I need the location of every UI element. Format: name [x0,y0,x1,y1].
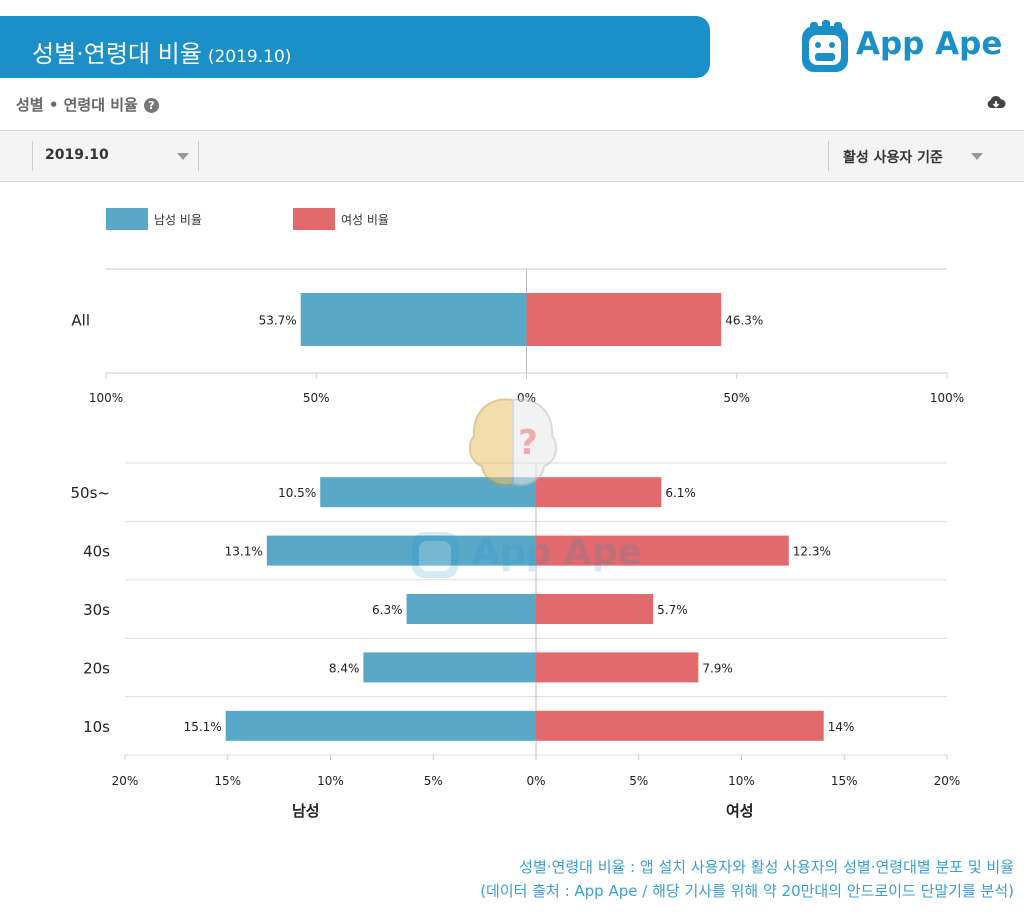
page-title-period: (2019.10) [207,47,292,67]
brain-question-watermark-icon: ? [458,392,568,502]
bar-male-30s [406,594,536,624]
cloud-download-icon[interactable] [986,94,1006,112]
ape-face-icon [802,20,848,72]
tick-label: 50% [303,391,330,405]
legend-female-label: 여성 비율 [341,213,389,227]
tick-label: 15% [214,774,241,788]
footnote-line-1: 성별·연령대 비율 : 앱 설치 사용자와 활성 사용자의 성별·연령대별 분포… [519,858,1014,876]
tick-label: 10% [728,774,755,788]
category-label: 10s [83,718,110,736]
tick-label: 100% [89,391,123,405]
watermark-text: App Ape [472,532,642,573]
page-title: 성별·연령대 비율 (2019.10) [32,34,291,69]
bar-male-40s [266,535,536,566]
filter-toolbar: 2019.10 활성 사용자 기준 [0,130,1024,182]
basis-select[interactable]: 활성 사용자 기준 [828,141,995,171]
chevron-down-icon [971,153,983,160]
title-banner: 성별·연령대 비율 (2019.10) [0,16,710,78]
bar-male-10s [225,710,536,741]
value-label-female: 5.7% [657,603,688,617]
bar-male-20s [363,652,536,683]
tick-label: 15% [831,774,858,788]
date-select-value: 2019.10 [45,147,109,163]
bar-female-10s [536,710,824,741]
value-label-female: 7.9% [702,661,733,675]
bar-male-All [300,293,527,346]
legend-female-swatch [293,208,335,230]
tick-label: 10% [317,774,344,788]
help-icon[interactable]: ? [143,98,159,113]
tick-label: 5% [424,774,443,788]
legend-male-swatch [106,208,148,230]
female-axis-label: 여성 [726,802,754,820]
value-label-male: 6.3% [372,603,403,617]
tick-label: 20% [112,774,139,788]
chart-all-gender: All 53.7% 46.3%100% 50% 0% 50% 100% [71,268,964,405]
category-label: 50s~ [71,484,110,502]
tick-label: 100% [930,391,964,405]
source-footnote: 성별·연령대 비율 : 앱 설치 사용자와 활성 사용자의 성별·연령대별 분포… [480,855,1014,903]
value-label-female: 12.3% [793,545,831,559]
legend-male-label: 남성 비율 [154,213,202,227]
value-label-male: 10.5% [278,486,316,500]
category-label: 30s [83,601,110,619]
brand-name: App Ape [856,26,1003,62]
bar-female-50s~ [536,477,662,508]
value-label-female: 14% [828,720,855,734]
app-ape-watermark: App Ape [410,520,642,590]
value-label-male: 8.4% [329,661,360,675]
category-label: 20s [83,659,110,677]
value-label-male: 15.1% [184,720,222,734]
bar-female-30s [536,594,654,624]
male-axis-label: 남성 [292,802,320,820]
section-heading-text: 성별 • 연령대 비율 [16,96,138,114]
value-label-male: 53.7% [259,314,297,328]
basis-select-value: 활성 사용자 기준 [843,150,943,166]
tick-label: 50% [723,391,750,405]
value-label-female: 46.3% [725,314,763,328]
app-ape-logo: App Ape [800,18,1010,76]
date-select[interactable]: 2019.10 [32,141,199,171]
footnote-line-2: (데이터 출처 : App Ape / 해당 기사를 위해 약 20만대의 안드… [480,882,1014,900]
value-label-female: 6.1% [665,486,696,500]
page-title-text: 성별·연령대 비율 [32,40,202,68]
chevron-down-icon [177,153,189,160]
section-heading: 성별 • 연령대 비율? [16,94,159,115]
value-label-male: 13.1% [225,545,263,559]
category-label: 40s [83,543,110,561]
bar-female-40s [536,535,789,566]
category-label: All [71,312,90,330]
bar-female-20s [536,652,699,683]
tick-label: 5% [629,774,648,788]
svg-text:?: ? [518,423,538,463]
tick-label: 20% [934,774,961,788]
bar-female-All [526,293,722,346]
tick-label: 0% [526,774,545,788]
